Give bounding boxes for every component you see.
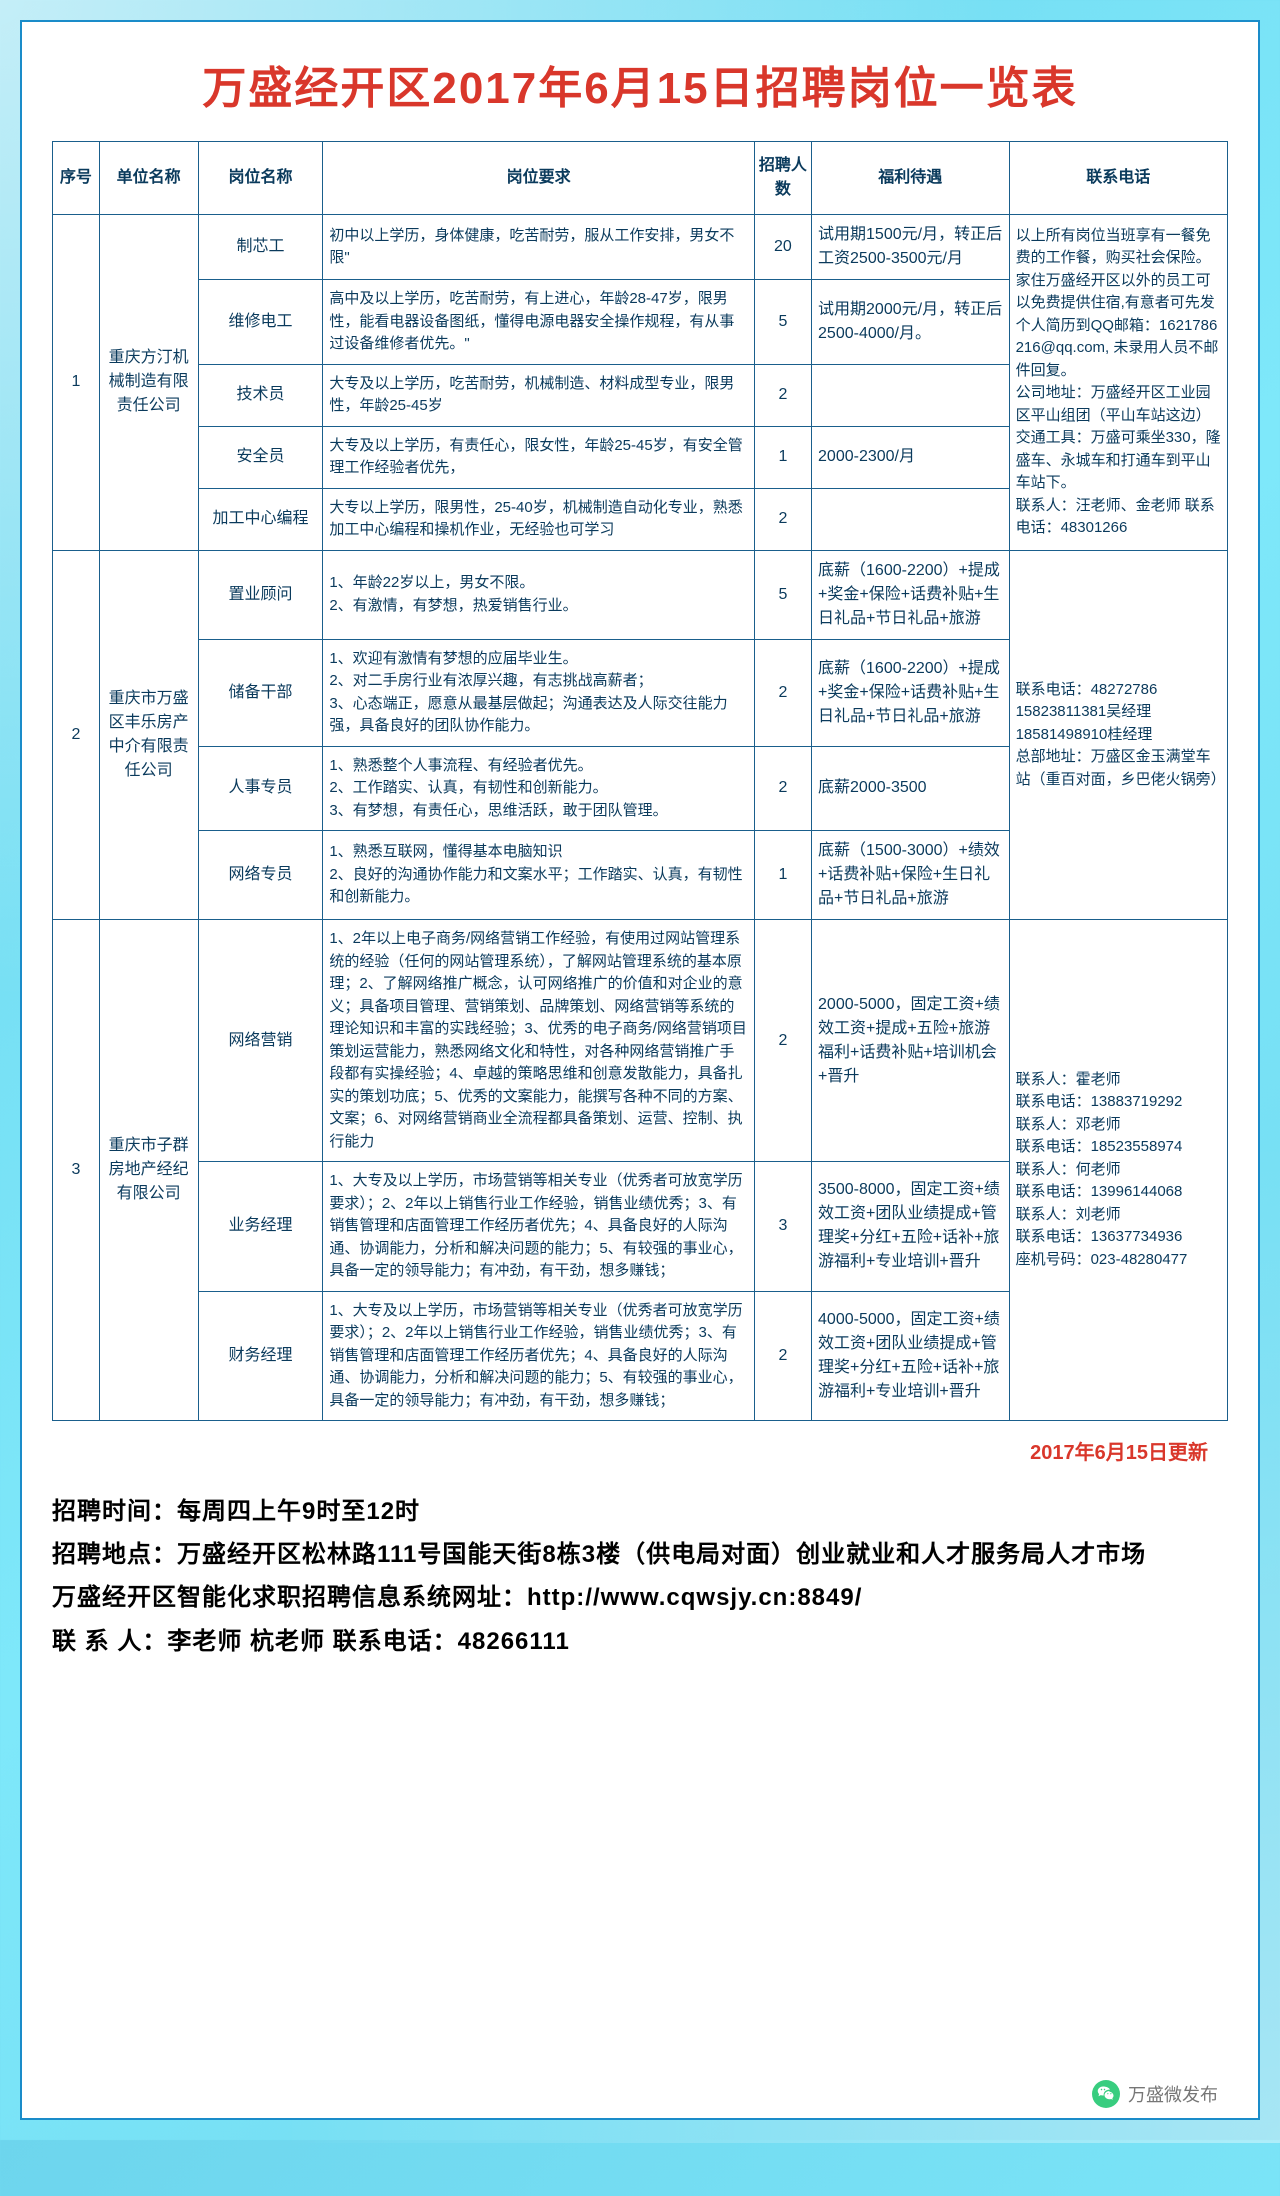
count-cell: 5 [754,550,811,639]
position-cell: 制芯工 [198,215,323,280]
requirement-cell: 大专及以上学历，吃苦耐劳，机械制造、材料成型专业，限男性，年龄25-45岁 [323,364,755,426]
seq-cell: 1 [53,215,100,551]
watermark-text: 万盛微发布 [1128,2081,1218,2107]
requirement-cell: 1、大专及以上学历，市场营销等相关专业（优秀者可放宽学历要求）；2、2年以上销售… [323,1291,755,1421]
seq-cell: 3 [53,920,100,1421]
col-header: 福利待遇 [812,142,1010,215]
benefit-cell: 底薪（1600-2200）+提成+奖金+保险+话费补贴+生日礼品+节日礼品+旅游 [812,639,1010,746]
company-cell: 重庆市子群房地产经纪有限公司 [99,920,198,1421]
benefit-cell: 底薪2000-3500 [812,746,1010,831]
requirement-cell: 1、熟悉互联网，懂得基本电脑知识2、良好的沟通协作能力和文案水平；工作踏实、认真… [323,831,755,920]
update-date: 2017年6月15日更新 [52,1436,1208,1465]
count-cell: 2 [754,746,811,831]
count-cell: 2 [754,488,811,550]
count-cell: 2 [754,364,811,426]
benefit-cell [812,488,1010,550]
table-row: 2重庆市万盛区丰乐房产中介有限责任公司置业顾问1、年龄22岁以上，男女不限。2、… [53,550,1228,639]
contact-cell: 联系人：霍老师联系电话：13883719292联系人：邓老师联系电话：18523… [1009,920,1227,1421]
benefit-cell: 3500-8000，固定工资+绩效工资+团队业绩提成+管理奖+分红+五险+话补+… [812,1162,1010,1292]
position-cell: 网络专员 [198,831,323,920]
requirement-cell: 1、欢迎有激情有梦想的应届毕业生。2、对二手房行业有浓厚兴趣，有志挑战高薪者；3… [323,639,755,746]
count-cell: 3 [754,1162,811,1292]
benefit-cell: 2000-2300/月 [812,426,1010,488]
count-cell: 2 [754,920,811,1162]
table-row: 3重庆市子群房地产经纪有限公司网络营销1、2年以上电子商务/网络营销工作经验，有… [53,920,1228,1162]
position-cell: 安全员 [198,426,323,488]
requirement-cell: 1、大专及以上学历，市场营销等相关专业（优秀者可放宽学历要求）；2、2年以上销售… [323,1162,755,1292]
count-cell: 2 [754,639,811,746]
page-title: 万盛经开区2017年6月15日招聘岗位一览表 [52,52,1228,116]
footer-url: 万盛经开区智能化求职招聘信息系统网址：http://www.cqwsjy.cn:… [52,1576,1228,1619]
position-cell: 技术员 [198,364,323,426]
requirement-cell: 大专以上学历，限男性，25-40岁，机械制造自动化专业，熟悉加工中心编程和操机作… [323,488,755,550]
col-header: 联系电话 [1009,142,1227,215]
benefit-cell: 4000-5000，固定工资+绩效工资+团队业绩提成+管理奖+分红+五险+话补+… [812,1291,1010,1421]
position-cell: 人事专员 [198,746,323,831]
benefit-cell: 试用期2000元/月，转正后2500-4000/月。 [812,280,1010,365]
requirement-cell: 1、年龄22岁以上，男女不限。2、有激情，有梦想，热爱销售行业。 [323,550,755,639]
footer-time: 招聘时间：每周四上午9时至12时 [52,1490,1228,1533]
count-cell: 2 [754,1291,811,1421]
count-cell: 20 [754,215,811,280]
col-header: 岗位要求 [323,142,755,215]
company-cell: 重庆方汀机械制造有限责任公司 [99,215,198,551]
job-table: 序号单位名称岗位名称岗位要求招聘人数福利待遇联系电话 1重庆方汀机械制造有限责任… [52,141,1228,1421]
benefit-cell [812,364,1010,426]
requirement-cell: 大专及以上学历，有责任心，限女性，年龄25-45岁，有安全管理工作经验者优先， [323,426,755,488]
seq-cell: 2 [53,550,100,920]
table-row: 1重庆方汀机械制造有限责任公司制芯工初中以上学历，身体健康，吃苦耐劳，服从工作安… [53,215,1228,280]
col-header: 序号 [53,142,100,215]
footer-loc: 招聘地点：万盛经开区松林路111号国能天街8栋3楼（供电局对面）创业就业和人才服… [52,1533,1228,1576]
position-cell: 维修电工 [198,280,323,365]
count-cell: 5 [754,280,811,365]
benefit-cell: 2000-5000，固定工资+绩效工资+提成+五险+旅游福利+话费补贴+培训机会… [812,920,1010,1162]
requirement-cell: 1、2年以上电子商务/网络营销工作经验，有使用过网站管理系统的经验（任何的网站管… [323,920,755,1162]
position-cell: 业务经理 [198,1162,323,1292]
col-header: 招聘人数 [754,142,811,215]
wechat-icon [1092,2080,1120,2108]
contact-cell: 联系电话：4827278615823811381吴经理18581498910桂经… [1009,550,1227,920]
benefit-cell: 底薪（1500-3000）+绩效+话费补贴+保险+生日礼品+节日礼品+旅游 [812,831,1010,920]
col-header: 岗位名称 [198,142,323,215]
table-header: 序号单位名称岗位名称岗位要求招聘人数福利待遇联系电话 [53,142,1228,215]
contact-cell: 以上所有岗位当班享有一餐免费的工作餐，购买社会保险。家住万盛经开区以外的员工可以… [1009,215,1227,551]
benefit-cell: 底薪（1600-2200）+提成+奖金+保险+话费补贴+生日礼品+节日礼品+旅游 [812,550,1010,639]
watermark: 万盛微发布 [1092,2080,1218,2108]
requirement-cell: 高中及以上学历，吃苦耐劳，有上进心，年龄28-47岁，限男性，能看电器设备图纸，… [323,280,755,365]
position-cell: 置业顾问 [198,550,323,639]
position-cell: 储备干部 [198,639,323,746]
position-cell: 财务经理 [198,1291,323,1421]
position-cell: 加工中心编程 [198,488,323,550]
benefit-cell: 试用期1500元/月，转正后工资2500-3500元/月 [812,215,1010,280]
count-cell: 1 [754,426,811,488]
footer-info: 招聘时间：每周四上午9时至12时 招聘地点：万盛经开区松林路111号国能天街8栋… [52,1490,1228,1663]
requirement-cell: 1、熟悉整个人事流程、有经验者优先。2、工作踏实、认真，有韧性和创新能力。3、有… [323,746,755,831]
footer-contact: 联 系 人：李老师 杭老师 联系电话：48266111 [52,1620,1228,1663]
position-cell: 网络营销 [198,920,323,1162]
company-cell: 重庆市万盛区丰乐房产中介有限责任公司 [99,550,198,920]
count-cell: 1 [754,831,811,920]
col-header: 单位名称 [99,142,198,215]
main-panel: 万盛经开区2017年6月15日招聘岗位一览表 序号单位名称岗位名称岗位要求招聘人… [20,20,1260,2120]
requirement-cell: 初中以上学历，身体健康，吃苦耐劳，服从工作安排，男女不限" [323,215,755,280]
